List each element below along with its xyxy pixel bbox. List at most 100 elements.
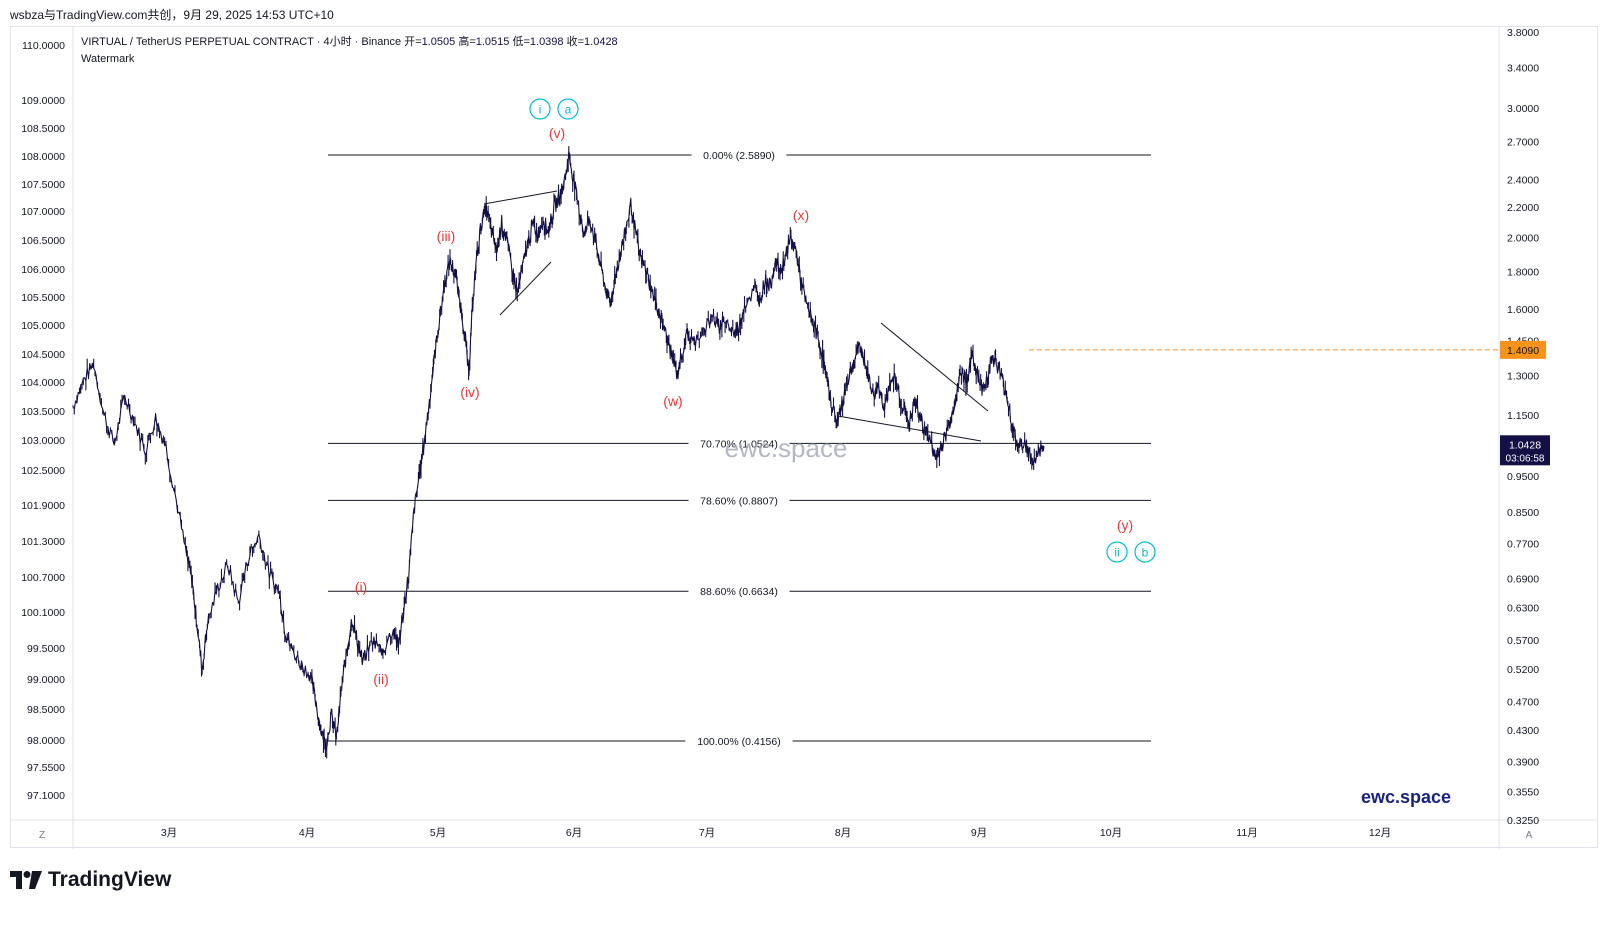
right-axis-tick-label: 0.7700 xyxy=(1507,538,1539,550)
left-axis-tick-label: 104.0000 xyxy=(21,377,65,389)
fib-level-label: 100.00% (0.4156) xyxy=(697,736,780,748)
fib-level-label: 0.00% (2.5890) xyxy=(703,150,775,162)
fib-level-label: 70.70% (1.0524) xyxy=(700,438,778,450)
right-axis-tick-label: 0.3250 xyxy=(1507,815,1539,827)
right-axis-tick-label: 2.7000 xyxy=(1507,137,1539,149)
right-axis-tick-label: 1.8000 xyxy=(1507,266,1539,278)
left-axis-tick-label: 98.5000 xyxy=(27,704,65,716)
right-axis-tick-label: 2.0000 xyxy=(1507,233,1539,245)
right-axis-tick-label: 0.8500 xyxy=(1507,507,1539,519)
fib-label-bg xyxy=(688,493,790,508)
right-axis-tick-label: 3.0000 xyxy=(1507,103,1539,115)
right-axis-tick-label: 2.2000 xyxy=(1507,202,1539,214)
wave-label-red: (v) xyxy=(549,125,565,141)
time-axis-tick-label: 8月 xyxy=(835,827,851,839)
right-axis-tick-label: 0.4700 xyxy=(1507,697,1539,709)
left-axis-tick-label: 106.5000 xyxy=(21,235,65,247)
right-axis-tick-label: 1.1500 xyxy=(1507,410,1539,422)
left-axis-tick-label: 108.5000 xyxy=(21,123,65,135)
countdown-label: 03:06:58 xyxy=(1506,453,1545,464)
fib-level-label: 88.60% (0.6634) xyxy=(700,586,778,598)
wave-label-cyan-circle xyxy=(1106,541,1128,563)
right-axis-tick-label: 0.3550 xyxy=(1507,786,1539,798)
chart-canvas[interactable]: 110.0000 109.0000 108.5000 108.0000 107.5000… xyxy=(11,27,1599,849)
right-axis-tick-label: 1.6000 xyxy=(1507,304,1539,316)
wave-label-cyan: b xyxy=(1142,546,1149,560)
right-axis-tick-label: 0.5700 xyxy=(1507,635,1539,647)
time-axis-tick-label: 12月 xyxy=(1369,827,1391,839)
right-axis-tick-label: 0.9500 xyxy=(1507,471,1539,483)
tradingview-logo[interactable]: TradingView xyxy=(10,868,171,892)
left-axis-tick-label: 102.5000 xyxy=(21,465,65,477)
left-axis-tick-label: 100.7000 xyxy=(21,572,65,584)
time-axis-tick-label: 9月 xyxy=(971,827,987,839)
fib-label-bg xyxy=(691,148,787,162)
left-axis-tick-label: 103.0000 xyxy=(21,435,65,447)
left-axis-tick-label: 104.5000 xyxy=(21,349,65,361)
last-price-tag xyxy=(1500,435,1550,466)
wedge-lower-line xyxy=(499,261,552,316)
axis-corner-left: Z xyxy=(39,830,45,841)
tradingview-logo-icon xyxy=(10,871,42,889)
wedge-upper-line xyxy=(483,190,558,205)
right-axis-tick-label: 0.6900 xyxy=(1507,574,1539,586)
time-axis-tick-label: 4月 xyxy=(299,827,315,839)
triangle-upper-line xyxy=(880,322,989,412)
right-axis-tick-label: 3.4000 xyxy=(1507,63,1539,75)
wave-label-red: (w) xyxy=(663,393,682,409)
fib-level-label: 78.60% (0.8807) xyxy=(700,495,778,507)
chart-panel[interactable]: 110.0000 109.0000 108.5000 108.0000 107.5000… xyxy=(10,26,1599,849)
horizontal-price-label: 1.4090 xyxy=(1507,345,1539,357)
left-axis-tick-label: 103.5000 xyxy=(21,406,65,418)
symbol-legend: VIRTUAL / TetherUS PERPETUAL CONTRACT · … xyxy=(81,34,618,48)
brand-watermark: ewc.space xyxy=(1361,787,1451,807)
time-axis-tick-label: 6月 xyxy=(566,827,582,839)
left-axis-tick-label: 107.0000 xyxy=(21,206,65,218)
right-axis-tick-label: 2.4000 xyxy=(1507,174,1539,186)
wave-label-cyan: a xyxy=(565,103,572,117)
right-axis-tick-label: 0.5200 xyxy=(1507,664,1539,676)
wave-label-cyan: i xyxy=(539,103,542,117)
wave-label-red: (iv) xyxy=(460,384,479,400)
wave-label-red: (i) xyxy=(355,579,367,595)
left-axis-tick-label: 105.0000 xyxy=(21,320,65,332)
left-axis-tick-label: 109.0000 xyxy=(21,95,65,107)
left-axis-tick-label: 107.5000 xyxy=(21,179,65,191)
fib-label-bg xyxy=(688,584,790,599)
right-axis-tick-label: 0.6300 xyxy=(1507,603,1539,615)
time-axis-tick-label: 5月 xyxy=(430,827,446,839)
wave-label-red: (x) xyxy=(793,207,809,223)
right-axis-tick-label: 0.3900 xyxy=(1507,756,1539,768)
left-axis-tick-label: 97.1000 xyxy=(27,790,65,802)
indicator-legend: Watermark xyxy=(81,53,135,65)
left-axis-tick-label: 97.5500 xyxy=(27,762,65,774)
left-axis-tick-label: 105.5000 xyxy=(21,292,65,304)
time-axis-tick-label: 7月 xyxy=(699,827,715,839)
price-series-candles xyxy=(72,146,1045,759)
wave-label-cyan-circle xyxy=(1134,541,1156,563)
left-axis-tick-label: 99.0000 xyxy=(27,674,65,686)
chart-header-title: wsbza与TradingView.com共创，9月 29, 2025 14:5… xyxy=(10,8,334,22)
right-axis-tick-label: 3.8000 xyxy=(1507,27,1539,39)
tradingview-logo-text: TradingView xyxy=(48,868,172,891)
wave-label-cyan-circle xyxy=(557,98,579,120)
wave-label-cyan: ii xyxy=(1114,546,1119,560)
axis-corner-right: A xyxy=(1526,830,1533,841)
left-axis-tick-label: 108.0000 xyxy=(21,151,65,163)
wave-label-red: (iii) xyxy=(437,228,456,244)
right-axis-tick-label: 1.3000 xyxy=(1507,371,1539,383)
fib-label-bg xyxy=(685,734,793,748)
wave-label-red: (y) xyxy=(1117,517,1133,533)
left-axis-tick-label: 101.3000 xyxy=(21,536,65,548)
wave-label-red: (ii) xyxy=(373,671,389,687)
left-axis-tick-label: 100.1000 xyxy=(21,607,65,619)
triangle-lower-line xyxy=(837,415,982,442)
fib-label-bg xyxy=(688,436,790,451)
left-axis-tick-label: 101.9000 xyxy=(21,500,65,512)
left-axis-tick-label: 98.0000 xyxy=(27,735,65,747)
last-price-label: 1.0428 xyxy=(1509,439,1541,451)
time-axis-tick-label: 11月 xyxy=(1236,827,1257,839)
time-axis-tick-label: 3月 xyxy=(161,827,177,839)
left-axis-tick-label: 106.0000 xyxy=(21,264,65,276)
horizontal-price-tag xyxy=(1500,340,1546,359)
